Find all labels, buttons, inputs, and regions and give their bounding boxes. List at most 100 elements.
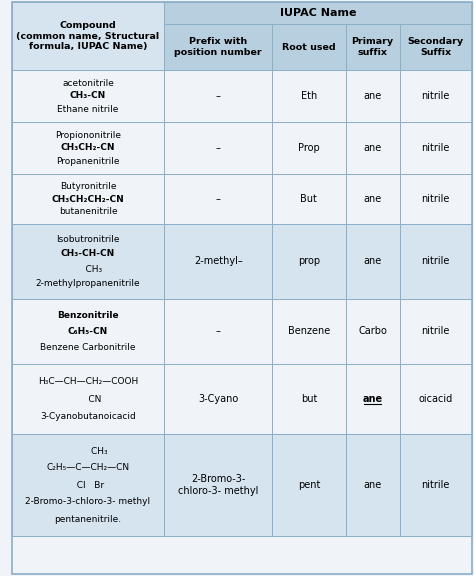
Bar [11,70,164,122]
Text: ane: ane [364,480,382,490]
Bar [164,299,272,364]
Text: Benzene: Benzene [288,327,330,336]
Text: Root used: Root used [282,43,336,51]
Text: nitrile: nitrile [421,256,450,267]
Bar [11,2,164,24]
Bar [164,224,272,299]
Bar [272,122,346,174]
Text: nitrile: nitrile [421,194,450,204]
Text: Primary
suffix: Primary suffix [352,37,393,56]
Bar [11,174,164,224]
Bar [400,174,472,224]
Text: nitrile: nitrile [421,91,450,101]
Bar [272,224,346,299]
Text: 3-Cyanobutanoicacid: 3-Cyanobutanoicacid [40,412,136,421]
Text: –: – [216,143,221,153]
Text: CH₃-CH-CN: CH₃-CH-CN [61,249,115,259]
Bar [11,2,164,70]
Bar [11,122,164,174]
Text: 2-methyl–: 2-methyl– [194,256,243,267]
Text: CN: CN [74,395,101,404]
Text: ane: ane [364,256,382,267]
Text: Isobutronitrile: Isobutronitrile [56,234,120,244]
Bar [164,70,272,122]
Text: ane: ane [363,394,383,404]
Bar [164,434,272,536]
Bar [164,122,272,174]
Bar [11,224,164,299]
Bar [400,224,472,299]
Bar [346,174,400,224]
Bar [164,2,472,24]
Text: Benzene Carbonitrile: Benzene Carbonitrile [40,343,136,353]
Text: ane: ane [364,194,382,204]
Text: –: – [216,91,221,101]
Bar [346,224,400,299]
Bar [346,434,400,536]
Text: Cl   Br: Cl Br [72,480,104,490]
Bar [400,70,472,122]
Text: CH₃CH₂-CN: CH₃CH₂-CN [61,143,115,153]
Text: Prefix with
position number: Prefix with position number [174,37,262,56]
Bar [400,122,472,174]
Text: CH₃CH₂CH₂-CN: CH₃CH₂CH₂-CN [52,195,124,203]
Bar [164,174,272,224]
Text: Butyronitrile: Butyronitrile [60,182,116,191]
Text: prop: prop [298,256,320,267]
Bar [346,122,400,174]
Text: ane: ane [364,143,382,153]
Text: C₆H₅-CN: C₆H₅-CN [68,327,108,336]
Bar [164,364,272,434]
Bar [11,299,164,364]
Text: –: – [216,327,221,336]
Text: oicacid: oicacid [419,394,453,404]
Text: pent: pent [298,480,320,490]
Bar [11,434,164,536]
Text: –: – [216,194,221,204]
Bar [400,364,472,434]
Bar [272,364,346,434]
Text: CH₃: CH₃ [74,264,102,274]
Bar [272,299,346,364]
Text: pentanenitrile.: pentanenitrile. [55,514,121,524]
Text: Propanenitrile: Propanenitrile [56,157,120,165]
Bar [11,364,164,434]
Bar [164,24,272,70]
Bar [346,364,400,434]
Bar [400,24,472,70]
Bar [272,24,346,70]
Text: Carbo: Carbo [358,327,387,336]
Text: ane: ane [364,91,382,101]
Text: Prop: Prop [298,143,320,153]
Text: Compound
(common name, Structural
formula, IUPAC Name): Compound (common name, Structural formul… [17,21,160,51]
Text: nitrile: nitrile [421,143,450,153]
Bar [272,434,346,536]
Bar [400,434,472,536]
Text: H₃C—CH—CH₂—COOH: H₃C—CH—CH₂—COOH [38,377,138,386]
Text: 2-Bromo-3-
chloro-3- methyl: 2-Bromo-3- chloro-3- methyl [178,474,258,496]
Bar [400,299,472,364]
Text: C₂H₅—C—CH₂—CN: C₂H₅—C—CH₂—CN [46,464,129,472]
Text: CH₃-CN: CH₃-CN [70,92,106,100]
Text: Eth: Eth [301,91,317,101]
Bar [346,24,400,70]
Text: 2-methylpropanenitrile: 2-methylpropanenitrile [36,279,140,289]
Text: IUPAC Name: IUPAC Name [280,8,356,18]
Bar [346,70,400,122]
Text: Secondary
Suffix: Secondary Suffix [408,37,464,56]
Bar [272,70,346,122]
Text: nitrile: nitrile [421,327,450,336]
Text: But: But [301,194,317,204]
Bar [346,299,400,364]
Text: Propiononitrile: Propiononitrile [55,131,121,139]
Text: Benzonitrile: Benzonitrile [57,310,119,320]
Text: acetonitrile: acetonitrile [62,78,114,88]
Text: but: but [301,394,317,404]
Text: butanenitrile: butanenitrile [59,207,117,216]
Text: 2-Bromo-3-chloro-3- methyl: 2-Bromo-3-chloro-3- methyl [26,498,151,506]
Text: 3-Cyano: 3-Cyano [198,394,238,404]
Text: nitrile: nitrile [421,480,450,490]
Text: Ethane nitrile: Ethane nitrile [57,104,118,113]
Text: CH₃: CH₃ [68,446,108,456]
Bar [272,174,346,224]
